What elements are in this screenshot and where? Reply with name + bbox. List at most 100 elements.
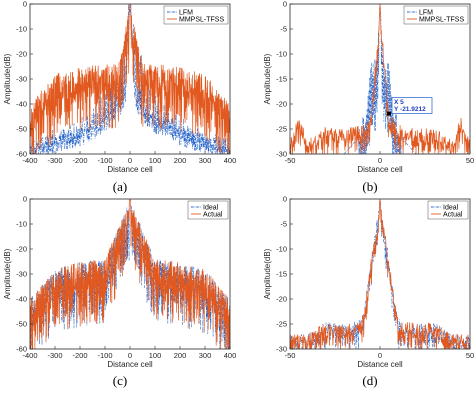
y-tick-label: -25 [276,125,287,134]
series-line-ideal [290,199,470,349]
y-tick-label: 0 [23,0,27,9]
x-tick-label: 0 [128,156,132,165]
y-tick-label: -60 [16,345,27,354]
x-tick-label: -100 [97,351,112,360]
legend-entry: Actual [443,211,463,218]
panel-c: (c) -400 -300 -200 -100 0 100 200 300 400 0 -10 -20… [3,195,236,389]
y-tick-label: -40 [16,295,27,304]
legend-box [187,200,229,220]
x-tick-label: 0 [128,351,132,360]
datatip-y-text: Y -21.9212 [394,106,426,113]
y-axis-label: Amplitude(dB) [3,53,12,104]
y-tick-label: -5 [280,25,287,34]
datatip: X 5Y -21.9212 [387,97,433,116]
legend-entry: Actual [203,211,223,218]
x-tick-label: 100 [149,351,162,360]
y-tick-label: 0 [283,0,287,9]
x-tick-label: 100 [149,156,162,165]
x-tick-label: 200 [174,351,187,360]
y-tick-label: -50 [16,320,27,329]
axes-frame [289,3,471,155]
y-tick-label: -60 [16,150,27,159]
y-tick-label: -15 [276,270,287,279]
x-tick-label: -300 [47,351,62,360]
x-axis-label: Distance cell [107,165,153,174]
y-tick-label: -50 [16,125,27,134]
caption-a: (a) [113,179,127,194]
x-tick-label: 300 [199,351,212,360]
panel-b: (b) -50 0 50 0 -5 -10 -15 -20 -25 -30 Distance cel… [263,0,474,194]
y-tick-label: 0 [283,195,287,204]
y-tick-label: -30 [16,270,27,279]
x-tick-label: 400 [224,156,237,165]
x-axis-label: Distance cell [357,165,403,174]
legend-entry: MMPSL-TFSS [179,16,224,23]
series-line-lfm [30,4,230,154]
axes-frame [289,198,471,350]
x-axis-label: Distance cell [107,360,153,369]
y-tick-label: -10 [16,220,27,229]
datatip-marker [387,111,391,116]
x-tick-label: -50 [285,156,296,165]
datatip-x-text: X 5 [394,99,404,106]
x-tick-label: 300 [199,156,212,165]
y-tick-label: -20 [16,245,27,254]
x-tick-label: 0 [378,351,382,360]
y-tick-label: -30 [276,150,287,159]
y-tick-label: -40 [16,100,27,109]
series-line-actual [30,199,230,349]
y-tick-label: -20 [276,295,287,304]
y-tick-label: -20 [16,50,27,59]
series-line-mmpsl-tfss [30,4,230,154]
legend-entry: Ideal [203,204,219,211]
panel-d: (d) -50 0 50 0 -5 -10 -15 -20 -25 -30 Distance cel… [263,195,474,389]
x-tick-label: 50 [466,351,474,360]
y-tick-label: 0 [23,195,27,204]
caption-c: (c) [113,373,127,388]
series-line-mmpsl-tfss [290,4,470,154]
legend-entry: LFM [419,9,433,16]
x-tick-label: -100 [97,156,112,165]
y-axis-label: Amplitude(dB) [3,248,12,299]
x-tick-label: 50 [466,156,474,165]
legend-entry: Ideal [443,204,459,211]
panel-a: (a) -400 -300 -200 -100 0 100 200 300 400 0 -10 -20… [3,0,236,194]
x-tick-label: -50 [285,351,296,360]
legend-box [427,200,469,220]
y-tick-label: -10 [16,25,27,34]
datatip-box [391,97,433,115]
x-tick-label: 200 [174,156,187,165]
x-tick-label: 400 [224,351,237,360]
y-tick-label: -20 [276,100,287,109]
legend-box [163,5,229,25]
series-line-actual [290,199,470,349]
y-tick-label: -10 [276,50,287,59]
y-axis-label: Amplitude(dB) [263,248,272,299]
legend-entry: MMPSL-TFSS [419,16,464,23]
y-tick-label: -10 [276,245,287,254]
legend-box [403,5,469,25]
x-axis-label: Distance cell [357,360,403,369]
caption-d: (d) [362,373,377,388]
legend-entry: LFM [179,9,193,16]
x-tick-label: -200 [72,351,87,360]
x-tick-label: -200 [72,156,87,165]
y-tick-label: -30 [16,75,27,84]
y-tick-label: -5 [280,220,287,229]
y-tick-label: -15 [276,75,287,84]
y-tick-label: -30 [276,345,287,354]
x-tick-label: -400 [22,351,37,360]
caption-b: (b) [362,179,377,194]
y-tick-label: -25 [276,320,287,329]
x-tick-label: -400 [22,156,37,165]
x-tick-label: -300 [47,156,62,165]
y-axis-label: Amplitude(dB) [263,53,272,104]
series-line-lfm [290,4,470,154]
x-tick-label: 0 [378,156,382,165]
series-line-ideal [30,199,230,349]
